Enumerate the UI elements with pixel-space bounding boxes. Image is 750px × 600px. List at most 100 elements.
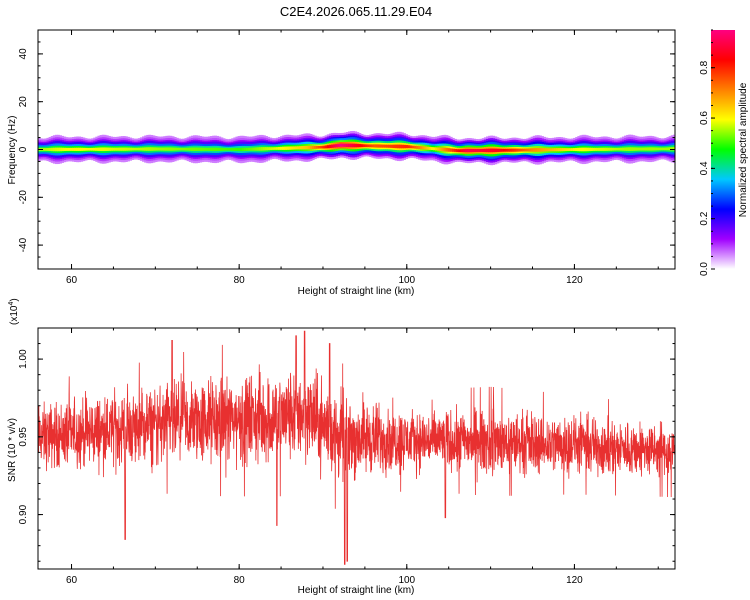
spectrogram-cell: [184, 147, 188, 151]
spectrogram-cell: [528, 148, 532, 152]
spectrogram-cell: [59, 147, 62, 152]
spectrogram-cell: [464, 149, 468, 153]
spectrogram-cell: [267, 147, 271, 151]
spectrogram-cell: [52, 147, 56, 152]
spectrogram-cell: [562, 148, 566, 152]
spectrogram-cell: [146, 147, 150, 151]
spectrogram-cell: [422, 146, 426, 150]
spectrogram-cell: [231, 148, 234, 151]
spectrogram-cell: [241, 147, 245, 152]
spectrogram-cell: [318, 145, 322, 149]
snr-scale-factor: (x104): [8, 298, 20, 325]
spectrogram-cell: [638, 147, 642, 151]
spectrogram-cell: [292, 146, 296, 150]
spectrogram-cell: [632, 147, 636, 151]
spectrogram-cell: [190, 147, 194, 151]
spectrogram-cell: [575, 147, 578, 152]
spectrogram-cell: [220, 147, 224, 151]
spectrogram-cell: [82, 147, 86, 151]
spectrogram-cell: [226, 148, 230, 151]
spectrogram-cell: [543, 148, 547, 152]
spectrogram-cell: [63, 147, 67, 152]
spectrogram-cell: [534, 148, 538, 152]
spectrogram-y-tick-label: 40: [18, 48, 29, 60]
spectrogram-cell: [258, 147, 262, 151]
colorbar-strip: [711, 30, 735, 269]
spectrogram-cell: [125, 147, 128, 151]
spectrogram-cell: [154, 147, 158, 151]
spectrogram-cell: [108, 147, 111, 151]
spectrogram-cell: [394, 144, 398, 149]
spectrogram-cell: [345, 143, 349, 148]
spectrogram-cell: [445, 147, 449, 152]
spectrogram-cell: [74, 147, 77, 151]
spectrogram-cell: [86, 147, 90, 151]
spectrogram-cell: [577, 147, 581, 152]
spectrogram-cell: [545, 148, 549, 152]
spectrogram-cell: [560, 148, 564, 152]
spectrogram-cell: [307, 145, 311, 150]
spectrogram-cell: [670, 147, 674, 151]
spectrogram-cell: [626, 147, 629, 151]
spectrogram-cell: [617, 147, 621, 151]
spectrogram-cell: [643, 147, 646, 151]
spectrogram-cell: [519, 148, 523, 152]
spectrogram-cell: [483, 148, 487, 153]
spectrogram-cell: [246, 147, 249, 151]
spectrogram-cell: [263, 147, 266, 151]
spectrogram-cell: [335, 144, 338, 148]
spectrogram-cell: [182, 147, 186, 151]
spectrogram-cell: [475, 149, 479, 152]
spectrogram-cell: [615, 147, 619, 151]
spectrogram-cell: [360, 144, 364, 148]
spectrogram-cell: [135, 147, 139, 151]
spectrogram-cell: [76, 147, 79, 151]
spectrogram-cell: [114, 147, 118, 151]
spectrogram-y-ticks: 40 20 0 -20 -40: [18, 29, 675, 270]
spectrogram-cell: [311, 145, 315, 150]
spectrogram-cell: [590, 147, 593, 151]
spectrogram-cell: [252, 147, 256, 151]
snr-x-tick-label: 60: [66, 575, 78, 586]
spectrogram-cell: [390, 144, 394, 148]
spectrogram-cell: [386, 144, 389, 148]
spectrogram-cell: [636, 147, 640, 151]
colorbar-tick-label: 0.0: [699, 262, 710, 276]
spectrogram-cell: [199, 147, 203, 151]
spectrogram-cell: [71, 147, 75, 151]
spectrogram-cell: [441, 147, 445, 152]
spectrogram-cell: [581, 147, 585, 152]
spectrogram-cell: [524, 148, 527, 152]
spectrogram-panel: 60 80 100 120 40 20 0 -20 -40 Height of straigh…: [7, 29, 676, 297]
spectrogram-cell: [216, 147, 220, 152]
spectrogram-x-tick-label: 80: [234, 275, 246, 286]
spectrogram-cell: [354, 143, 358, 148]
spectrogram-cell: [496, 148, 500, 152]
spectrogram-cell: [129, 147, 133, 151]
spectrogram-cell: [212, 147, 215, 152]
spectrogram-cell: [454, 149, 457, 152]
spectrogram-cell: [583, 147, 587, 152]
spectrogram-cell: [515, 148, 519, 152]
snr-x-ticks: 60 80 100 120: [66, 328, 659, 586]
spectrogram-cell: [322, 145, 326, 149]
spectrogram-cell: [522, 148, 525, 152]
spectrogram-cell: [672, 147, 675, 151]
spectrogram-cell: [131, 147, 135, 151]
spectrogram-cell: [148, 147, 152, 151]
spectrogram-cell: [239, 147, 243, 152]
spectrogram-cell: [294, 146, 298, 150]
spectrogram-cell: [645, 147, 648, 151]
spectrogram-cell: [428, 146, 432, 150]
spectrogram-cell: [260, 147, 264, 151]
spectrogram-cell: [271, 147, 275, 150]
spectrogram-cell: [579, 147, 583, 152]
spectrogram-cell: [95, 147, 99, 151]
spectrogram-cell: [439, 147, 443, 151]
colorbar-tick-label: 0.8: [699, 60, 710, 74]
spectrogram-x-tick-label: 120: [566, 275, 583, 286]
spectrogram-cell: [371, 144, 375, 148]
spectrogram-cell: [67, 147, 71, 151]
spectrogram-cell: [479, 149, 483, 152]
spectrogram-cell: [602, 147, 606, 151]
